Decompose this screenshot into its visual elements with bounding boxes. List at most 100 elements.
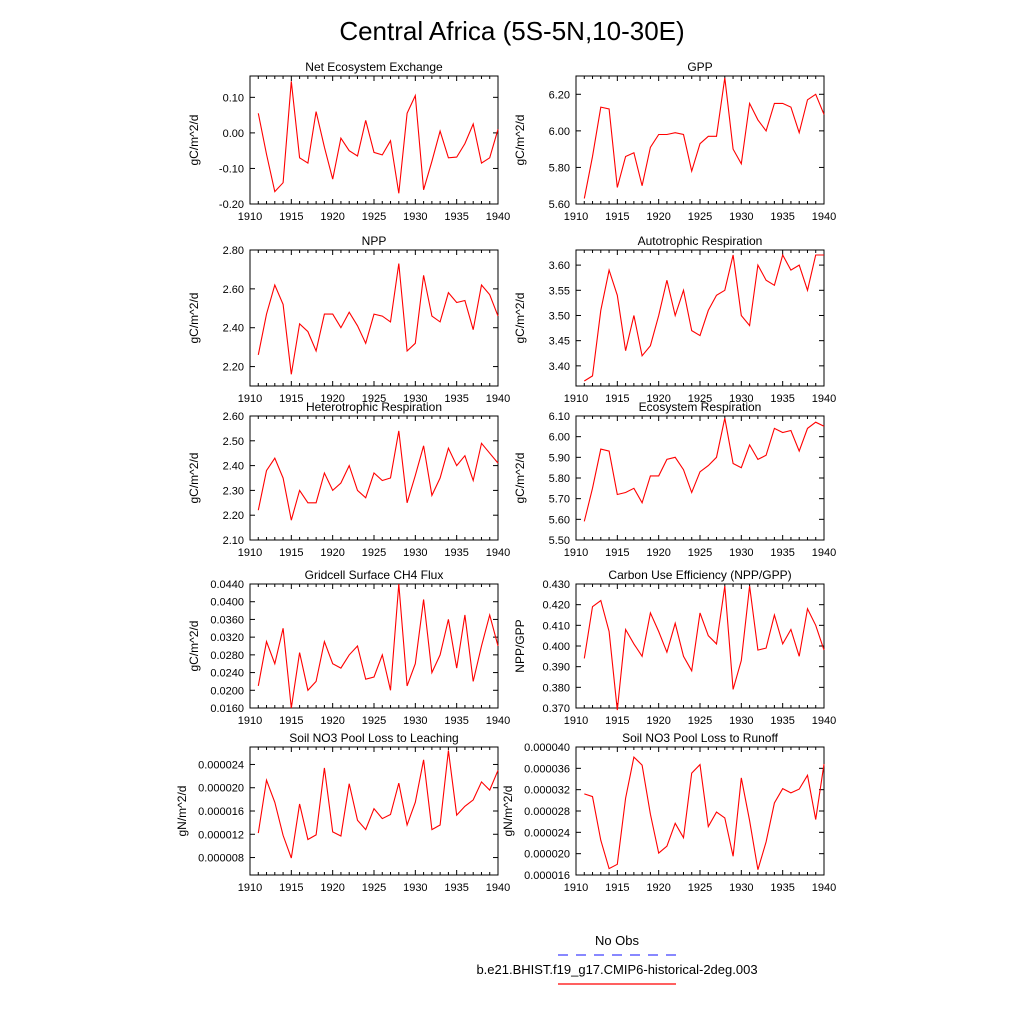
y-tick-label: 3.45 [549, 336, 570, 348]
plot-frame [249, 415, 499, 541]
y-tick-label: 0.0200 [210, 685, 244, 697]
x-tick-label: 1930 [729, 882, 753, 894]
x-tick-label: 1915 [279, 547, 303, 559]
x-tick-label: 1925 [362, 393, 386, 405]
plot-frame [249, 583, 499, 709]
y-tick-label: 6.00 [549, 126, 570, 138]
y-tick-label: -0.20 [219, 199, 244, 211]
x-tick-label: 1925 [362, 211, 386, 223]
y-axis-label: NPP/GPP [513, 619, 527, 672]
x-tick-label: 1935 [770, 715, 794, 727]
y-tick-label: 0.000040 [524, 742, 570, 754]
x-tick-label: 1910 [238, 882, 262, 894]
y-tick-label: 6.10 [549, 411, 570, 423]
y-axis-label: gN/m^2/d [501, 786, 515, 837]
x-tick-label: 1930 [403, 715, 427, 727]
plot-frame [575, 249, 825, 387]
chart-panel: 1910 1915 1920 1925 1930 1935 1940 5.50 5.60 5.70… [513, 400, 836, 559]
x-tick-label: 1930 [729, 211, 753, 223]
panel-title: Soil NO3 Pool Loss to Runoff [622, 731, 779, 745]
y-tick-label: 0.000012 [198, 829, 244, 841]
y-tick-label: 0.0320 [210, 632, 244, 644]
x-tick-label: 1940 [486, 547, 510, 559]
x-tick-label: 1920 [320, 211, 344, 223]
x-tick-label: 1925 [688, 211, 712, 223]
legend-obs-label: No Obs [595, 933, 640, 948]
x-tick-label: 1925 [362, 547, 386, 559]
y-axis-label: gC/m^2/d [187, 621, 201, 672]
series-line [584, 253, 824, 382]
y-tick-label: 0.10 [223, 92, 244, 104]
x-tick-label: 1915 [279, 882, 303, 894]
x-tick-label: 1910 [238, 547, 262, 559]
figure-title: Central Africa (5S-5N,10-30E) [339, 16, 684, 46]
x-tick-label: 1935 [770, 393, 794, 405]
series-line [583, 417, 825, 522]
y-axis-label: gC/m^2/d [187, 115, 201, 166]
x-tick-label: 1935 [770, 211, 794, 223]
x-tick-label: 1925 [688, 547, 712, 559]
panel-grid: 1910 1915 1920 1925 1930 1935 1940 -0.20 -0.10 0.… [175, 60, 836, 894]
x-tick-label: 1910 [238, 715, 262, 727]
y-tick-label: 0.0160 [210, 703, 244, 715]
chart-panel: 1910 1915 1920 1925 1930 1935 1940 0.370 0.380 0.… [513, 568, 836, 727]
x-tick-label: 1910 [564, 715, 588, 727]
y-tick-label: 0.000016 [524, 870, 570, 882]
x-tick-label: 1915 [279, 211, 303, 223]
y-tick-label: 5.90 [549, 452, 570, 464]
x-tick-label: 1920 [320, 393, 344, 405]
y-tick-label: 0.380 [542, 682, 570, 694]
x-tick-label: 1925 [688, 715, 712, 727]
y-tick-label: 0.0440 [210, 579, 244, 591]
y-tick-label: 5.60 [549, 514, 570, 526]
x-tick-label: 1925 [688, 393, 712, 405]
x-tick-label: 1920 [646, 393, 670, 405]
y-tick-label: 2.60 [223, 284, 244, 296]
x-tick-label: 1940 [812, 547, 836, 559]
panel-title: Net Ecosystem Exchange [305, 60, 443, 74]
y-tick-label: 0.000032 [524, 785, 570, 797]
x-tick-label: 1910 [564, 547, 588, 559]
y-tick-label: 0.390 [542, 662, 570, 674]
panel-title: Gridcell Surface CH4 Flux [305, 568, 444, 582]
y-tick-label: 0.00 [223, 128, 244, 140]
y-tick-label: 0.000016 [198, 806, 244, 818]
legend-model-label: b.e21.BHIST.f19_g17.CMIP6-historical-2de… [476, 962, 757, 977]
y-tick-label: 6.20 [549, 89, 570, 101]
x-tick-label: 1910 [238, 211, 262, 223]
x-tick-label: 1925 [362, 715, 386, 727]
y-tick-label: 0.000028 [524, 806, 570, 818]
x-tick-label: 1940 [486, 393, 510, 405]
series-line [257, 583, 499, 709]
y-tick-label: 0.0280 [210, 650, 244, 662]
y-tick-label: 0.0360 [210, 614, 244, 626]
plot-frame [249, 75, 499, 205]
chart-panel: 1910 1915 1920 1925 1930 1935 1940 0.000008 0.00… [175, 731, 510, 894]
x-tick-label: 1930 [729, 393, 753, 405]
chart-panel: 1910 1915 1920 1925 1930 1935 1940 -0.20 -0.10 0.… [187, 60, 510, 223]
y-tick-label: 5.60 [549, 199, 570, 211]
x-tick-label: 1935 [444, 547, 468, 559]
y-tick-label: 5.70 [549, 494, 570, 506]
x-tick-label: 1940 [486, 211, 510, 223]
series-line [257, 750, 499, 859]
y-tick-label: 3.40 [549, 361, 570, 373]
x-tick-label: 1935 [770, 882, 794, 894]
x-tick-label: 1940 [812, 882, 836, 894]
x-tick-label: 1920 [320, 715, 344, 727]
panel-title: Autotrophic Respiration [638, 234, 763, 248]
x-tick-label: 1930 [403, 393, 427, 405]
series-line [257, 430, 499, 521]
x-tick-label: 1935 [444, 882, 468, 894]
x-tick-label: 1915 [605, 715, 629, 727]
x-tick-label: 1910 [564, 393, 588, 405]
y-tick-label: 0.400 [542, 641, 570, 653]
y-tick-label: 0.000036 [524, 763, 570, 775]
y-tick-label: 2.40 [223, 461, 244, 473]
panel-title: NPP [362, 234, 387, 248]
y-tick-label: 2.10 [223, 535, 244, 547]
x-tick-label: 1935 [770, 547, 794, 559]
y-tick-label: 3.55 [549, 285, 570, 297]
plot-frame [575, 75, 825, 205]
